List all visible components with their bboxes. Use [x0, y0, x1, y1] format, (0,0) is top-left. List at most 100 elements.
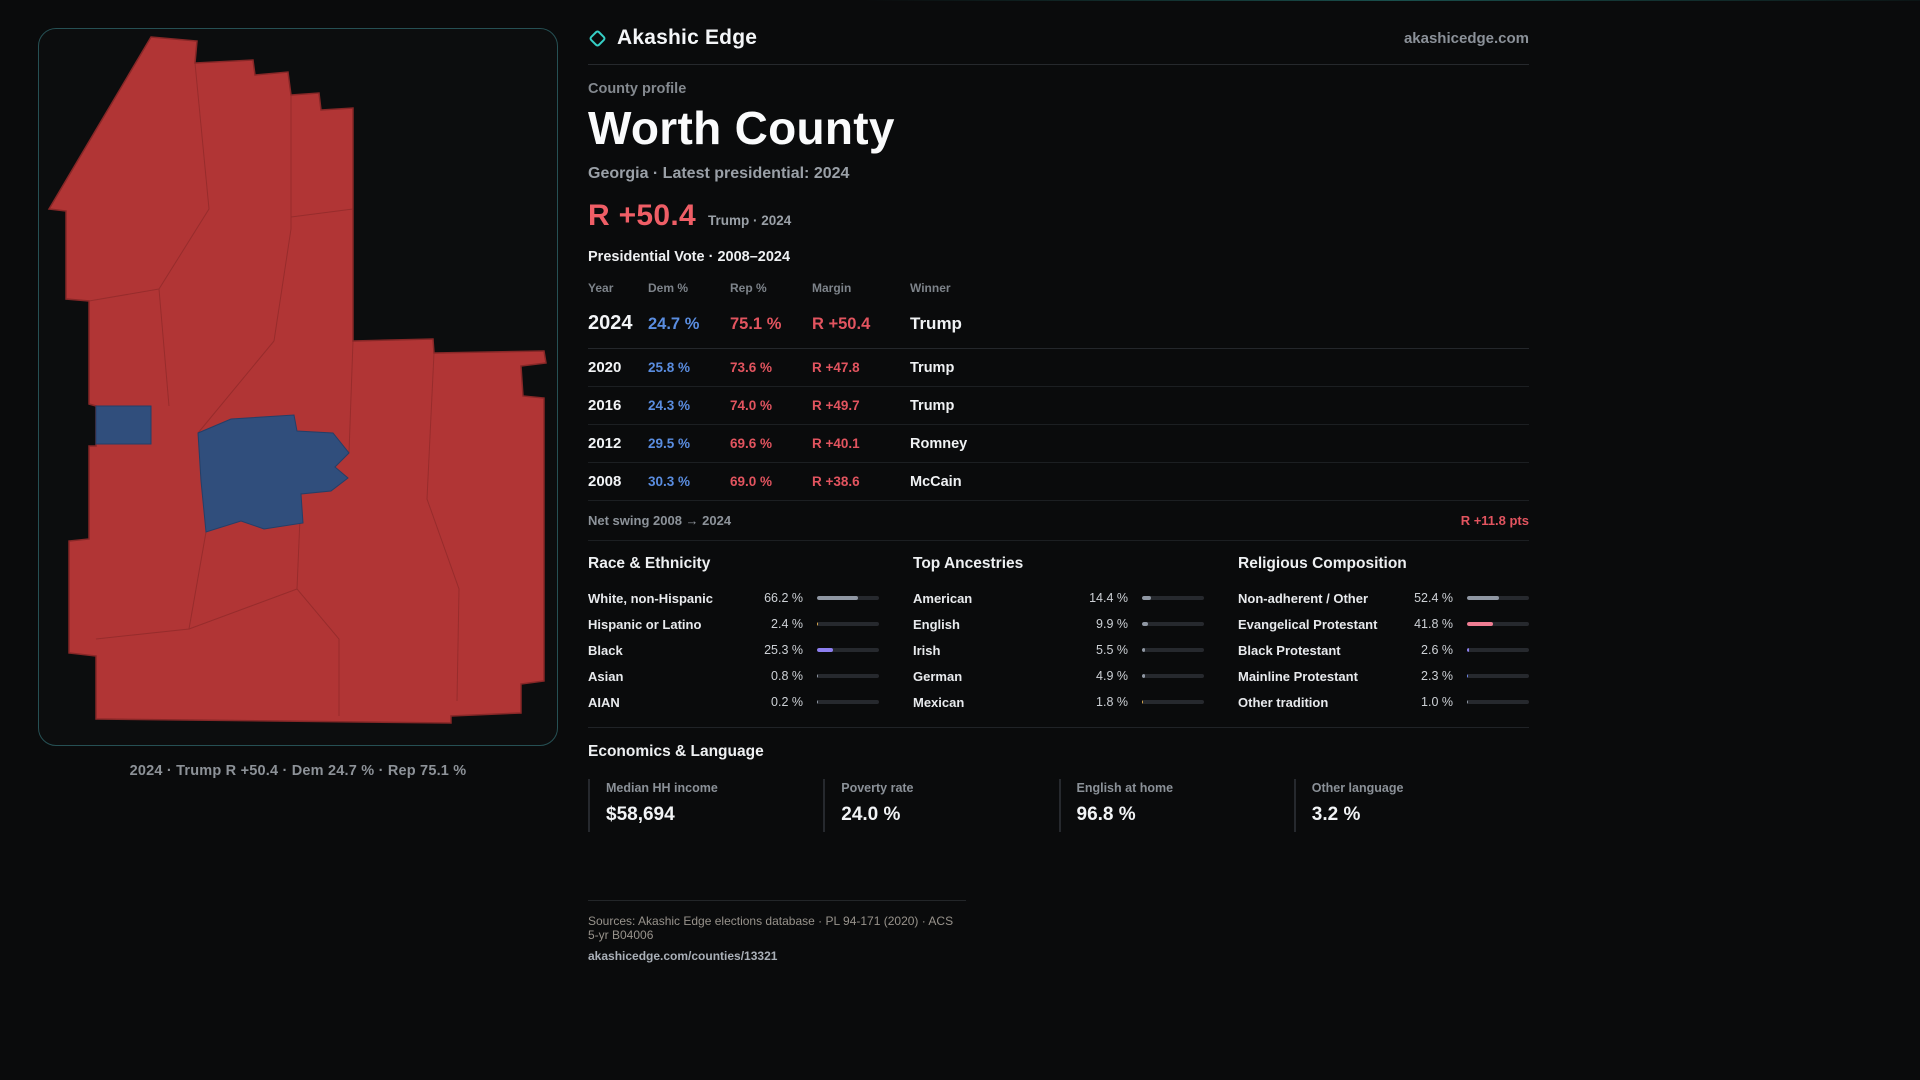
race-bar: [817, 596, 879, 600]
economics-title: Economics & Language: [588, 743, 764, 760]
race-row: Black 25.3 %: [588, 637, 879, 663]
permalink[interactable]: akashicedge.com/counties/13321: [588, 949, 778, 963]
rep-cell: 69.0 %: [730, 474, 773, 489]
ancestry-row: English 9.9 %: [913, 611, 1204, 637]
stat-english-at-home: English at home 96.8 %: [1058, 779, 1294, 832]
demographics-section: Race & Ethnicity White, non-Hispanic 66.…: [588, 555, 1529, 715]
rep-cell: 69.6 %: [730, 436, 773, 451]
religion-row: Black Protestant 2.6 %: [1238, 637, 1529, 663]
ancestry-row: American 14.4 %: [913, 585, 1204, 611]
vote-table-header: Year Dem % Rep % Margin Winner: [588, 271, 1529, 304]
page-title: Worth County: [588, 102, 895, 154]
religion-column: Religious Composition Non-adherent / Oth…: [1238, 555, 1529, 715]
county-map[interactable]: [39, 29, 558, 746]
ancestry-bar: [1142, 648, 1204, 652]
county-profile-kicker: County profile: [588, 81, 687, 97]
race-ethnicity-column: Race & Ethnicity White, non-Hispanic 66.…: [588, 555, 879, 715]
year-cell: 2012: [588, 435, 622, 452]
religion-bar: [1467, 700, 1529, 704]
dem-cell: 29.5 %: [648, 436, 691, 451]
religion-bar: [1467, 648, 1529, 652]
ancestries-column: Top Ancestries American 14.4 % English 9…: [913, 555, 1204, 715]
vote-table-title: Presidential Vote · 2008–2024: [588, 249, 791, 265]
ancestry-bar: [1142, 674, 1204, 678]
map-panel: 2024 · Trump R +50.4 · Dem 24.7 % · Rep …: [38, 28, 558, 779]
profile-content: Akashic Edge akashicedge.com County prof…: [588, 26, 1529, 963]
col-winner: Winner: [910, 281, 951, 295]
rep-cell: 73.6 %: [730, 360, 773, 375]
ancestries-title: Top Ancestries: [913, 555, 1024, 572]
margin-cell: R +40.1: [812, 436, 860, 451]
year-cell: 2020: [588, 359, 622, 376]
vote-row-2020: 2020 25.8 % 73.6 % R +47.8 Trump: [588, 349, 1529, 387]
col-dem: Dem %: [648, 281, 689, 295]
dem-cell: 25.8 %: [648, 360, 691, 375]
margin-cell: R +50.4: [812, 315, 871, 333]
header: Akashic Edge akashicedge.com: [588, 26, 1529, 65]
religion-row: Evangelical Protestant 41.8 %: [1238, 611, 1529, 637]
margin-cell: R +38.6: [812, 474, 860, 489]
race-bar: [817, 674, 879, 678]
winner-cell: McCain: [910, 474, 962, 490]
headline-margin-row: R +50.4 Trump · 2024: [588, 199, 1529, 233]
rep-cell: 75.1 %: [730, 315, 782, 333]
ancestry-row: Irish 5.5 %: [913, 637, 1204, 663]
dem-cell: 24.3 %: [648, 398, 691, 413]
footer: Sources: Akashic Edge elections database…: [588, 900, 966, 963]
race-row: Asian 0.8 %: [588, 663, 879, 689]
race-bar: [817, 700, 879, 704]
dem-precinct-west[interactable]: [95, 405, 152, 445]
winner-cell: Trump: [910, 360, 955, 376]
dem-precinct-central[interactable]: [197, 414, 350, 533]
ancestry-bar: [1142, 596, 1204, 600]
brand-domain-link[interactable]: akashicedge.com: [1403, 29, 1529, 47]
winner-cell: Romney: [910, 436, 968, 452]
religion-bar: [1467, 674, 1529, 678]
net-swing-label: Net swing 2008 → 2024: [588, 513, 732, 528]
religion-bar: [1467, 596, 1529, 600]
page-subtitle: Georgia · Latest presidential: 2024: [588, 165, 850, 182]
ancestry-row: Mexican 1.8 %: [913, 689, 1204, 715]
vote-row-2012: 2012 29.5 % 69.6 % R +40.1 Romney: [588, 425, 1529, 463]
map-caption: 2024 · Trump R +50.4 · Dem 24.7 % · Rep …: [129, 763, 467, 779]
religion-title: Religious Composition: [1238, 555, 1407, 572]
margin-cell: R +49.7: [812, 398, 860, 413]
vote-row-2024: 2024 24.7 % 75.1 % R +50.4 Trump: [588, 304, 1529, 349]
year-cell: 2024: [588, 312, 633, 334]
col-rep: Rep %: [730, 281, 767, 295]
year-cell: 2008: [588, 473, 622, 490]
race-bar: [817, 622, 879, 626]
rep-cell: 74.0 %: [730, 398, 773, 413]
stat-poverty-rate: Poverty rate 24.0 %: [823, 779, 1058, 832]
vote-table: Year Dem % Rep % Margin Winner 2024 24.7…: [588, 271, 1529, 501]
religion-bar: [1467, 622, 1529, 626]
economics-divider: [588, 727, 1529, 728]
ancestry-row: German 4.9 %: [913, 663, 1204, 689]
race-row: Hispanic or Latino 2.4 %: [588, 611, 879, 637]
col-margin: Margin: [812, 281, 852, 295]
county-map-card: [38, 28, 558, 746]
ancestry-bar: [1142, 700, 1204, 704]
winner-cell: Trump: [910, 314, 962, 333]
brand-diamond-icon: [588, 28, 607, 48]
county-shape[interactable]: [47, 36, 547, 724]
stat-median-income: Median HH income $58,694: [588, 779, 823, 832]
stat-other-language: Other language 3.2 %: [1293, 779, 1529, 832]
vote-row-2008: 2008 30.3 % 69.0 % R +38.6 McCain: [588, 463, 1529, 501]
precinct-boundaries: [88, 62, 460, 716]
race-bar: [817, 648, 879, 652]
winner-cell: Trump: [910, 398, 955, 414]
religion-row: Non-adherent / Other 52.4 %: [1238, 585, 1529, 611]
vote-row-2016: 2016 24.3 % 74.0 % R +49.7 Trump: [588, 387, 1529, 425]
sources-text: Sources: Akashic Edge elections database…: [588, 914, 954, 942]
ancestry-bar: [1142, 622, 1204, 626]
net-swing-row: Net swing 2008 → 2024 R +11.8 pts: [588, 501, 1529, 541]
margin-cell: R +47.8: [812, 360, 860, 375]
brand-name: Akashic Edge: [617, 26, 758, 49]
headline-margin-context: Trump · 2024: [708, 213, 792, 228]
dem-cell: 30.3 %: [648, 474, 691, 489]
net-swing-value: R +11.8 pts: [1460, 513, 1529, 528]
religion-row: Other tradition 1.0 %: [1238, 689, 1529, 715]
economics-stats: Median HH income $58,694 Poverty rate 24…: [588, 779, 1529, 832]
race-row: AIAN 0.2 %: [588, 689, 879, 715]
